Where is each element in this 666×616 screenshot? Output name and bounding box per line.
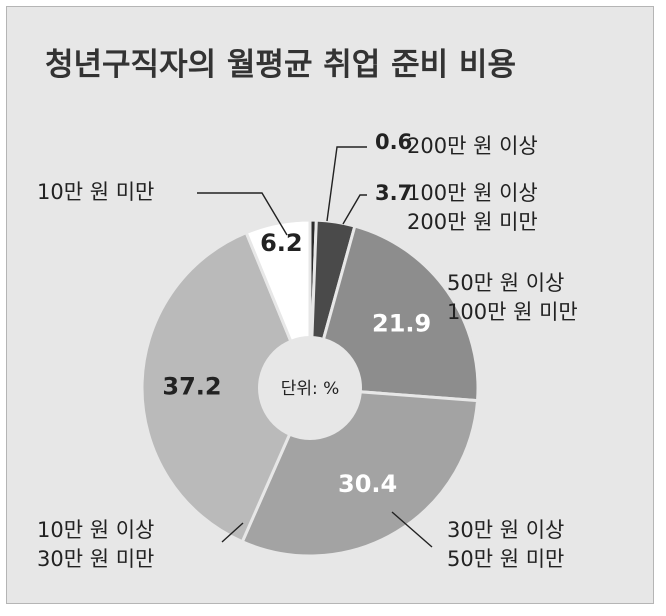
leader-line-5 <box>197 192 288 236</box>
external-label-2: 50만 원 이상 100만 원 미만 <box>447 271 578 324</box>
category-label-2-0: 50만 원 이상 <box>447 271 564 295</box>
chart-title: 청년구직자의 월평균 취업 준비 비용 <box>45 47 516 83</box>
pie-slice-4 <box>140 230 312 544</box>
external-label-5: 10만 원 미만 <box>37 180 154 204</box>
slice-value-label-0: 0.6 <box>375 130 412 154</box>
external-label-3: 30만 원 이상 50만 원 미만 <box>447 518 564 571</box>
slice-value-label-2: 21.9 <box>372 310 431 338</box>
slice-value-label-3: 30.4 <box>338 470 397 498</box>
leader-line-1 <box>342 194 367 225</box>
slice-value-labels: 21.9 30.4 37.2 6.2 <box>162 229 431 498</box>
category-label-0-0: 200만 원 이상 <box>407 134 538 158</box>
chart-card: 청년구직자의 월평균 취업 준비 비용 21.9 30.4 37.2 6.2 0.6 2… <box>6 6 654 604</box>
donut-center <box>258 336 362 440</box>
slice-value-label-1: 3.7 <box>375 181 412 205</box>
category-label-5-0: 10만 원 미만 <box>37 180 154 204</box>
donut-chart: 청년구직자의 월평균 취업 준비 비용 21.930.437.26.2 0.62… <box>37 47 578 571</box>
category-label-2-1: 100만 원 미만 <box>447 300 578 324</box>
leader-line-3 <box>391 511 433 548</box>
category-label-3-0: 30만 원 이상 <box>447 518 564 542</box>
slice-value-label-4: 37.2 <box>162 373 221 401</box>
pie-slice-2 <box>308 224 480 403</box>
unit-label: 단위: % <box>281 379 340 399</box>
category-label-3-1: 50만 원 미만 <box>447 547 564 571</box>
leader-line-0 <box>326 146 367 222</box>
category-label-4-0: 10만 원 이상 <box>37 518 154 542</box>
category-label-1-1: 200만 원 미만 <box>407 210 538 234</box>
leader-line-4 <box>221 522 244 543</box>
slice-value-label-5: 6.2 <box>260 229 303 257</box>
leader-lines-group <box>197 146 433 548</box>
category-label-1-0: 100만 원 이상 <box>407 181 538 205</box>
category-label-4-1: 30만 원 미만 <box>37 547 154 571</box>
external-label-4: 10만 원 이상 30만 원 미만 <box>37 518 154 571</box>
